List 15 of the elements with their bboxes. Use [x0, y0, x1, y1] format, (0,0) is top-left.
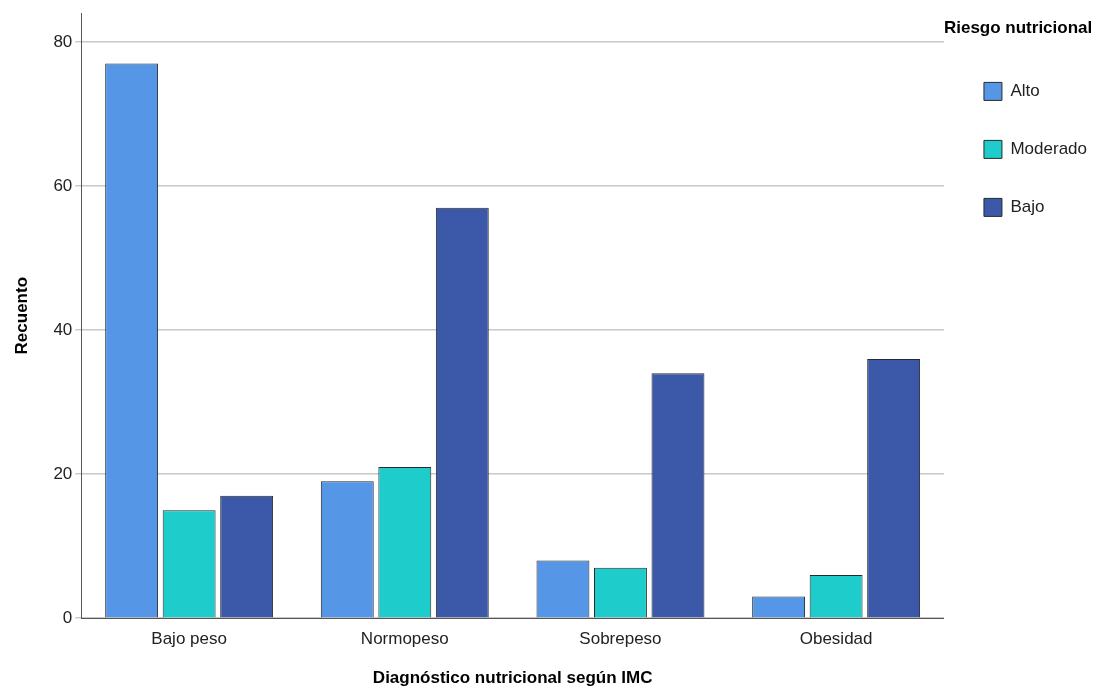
legend-label: Moderado [1010, 139, 1088, 159]
x-tick-label: Sobrepeso [579, 629, 662, 649]
y-tick-label: 80 [53, 31, 73, 51]
legend-label: Alto [1010, 81, 1040, 101]
x-tick-label: Bajo peso [151, 629, 227, 649]
legend-label: Bajo [1010, 197, 1045, 217]
legend-title: Riesgo nutricional [943, 18, 1093, 38]
y-tick-label: 0 [62, 607, 73, 627]
y-tick-label: 40 [53, 319, 73, 339]
y-axis-title: Recuento [11, 276, 31, 355]
x-tick-label: Obesidad [799, 629, 873, 649]
x-tick-label: Normopeso [360, 629, 449, 649]
y-tick-label: 60 [53, 175, 73, 195]
x-axis-title: Diagnóstico nutricional según IMC [372, 668, 653, 688]
y-tick-label: 20 [53, 463, 73, 483]
